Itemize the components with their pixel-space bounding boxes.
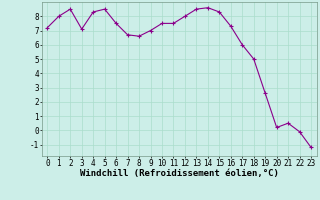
X-axis label: Windchill (Refroidissement éolien,°C): Windchill (Refroidissement éolien,°C) <box>80 169 279 178</box>
